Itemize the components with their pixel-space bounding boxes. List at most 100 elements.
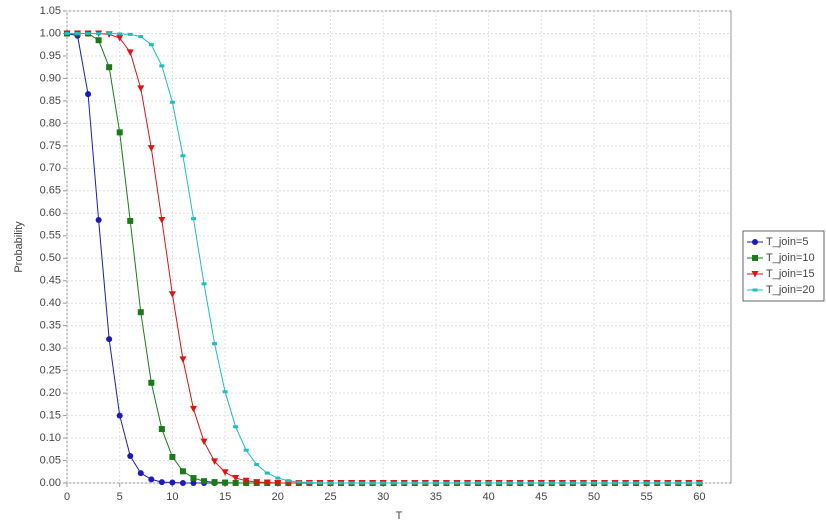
y-tick-label: 0.75 — [40, 140, 61, 152]
point — [96, 31, 102, 35]
point — [221, 469, 229, 476]
x-tick-label: 30 — [377, 491, 389, 503]
point — [200, 438, 208, 446]
point — [412, 481, 418, 485]
x-tick-label: 25 — [324, 491, 336, 503]
point — [158, 479, 165, 486]
point — [179, 480, 186, 486]
point — [127, 217, 134, 224]
point — [211, 458, 219, 465]
point — [538, 481, 544, 485]
point — [675, 481, 681, 485]
point — [127, 453, 134, 460]
point — [95, 37, 102, 44]
y-tick-label: 0.15 — [40, 409, 61, 421]
point — [190, 217, 196, 221]
point — [486, 481, 492, 485]
y-tick-label: 0.55 — [40, 230, 61, 242]
point — [148, 43, 154, 47]
point — [665, 481, 671, 485]
point — [126, 49, 134, 56]
point — [169, 479, 176, 486]
point — [95, 217, 102, 224]
point — [222, 390, 228, 394]
point — [137, 470, 144, 477]
point — [85, 91, 92, 98]
legend-label: T_join=10 — [766, 252, 815, 264]
point — [138, 35, 144, 39]
point — [559, 481, 565, 485]
point — [591, 481, 597, 485]
point — [169, 100, 175, 104]
point — [263, 479, 271, 487]
point — [517, 481, 523, 485]
y-tick-label: 0.85 — [40, 95, 61, 107]
point — [349, 481, 355, 485]
point — [327, 481, 333, 485]
point — [338, 481, 344, 485]
point — [222, 479, 229, 486]
x-tick-label: 20 — [272, 491, 284, 503]
point — [496, 481, 502, 485]
legend-label: T_join=20 — [766, 284, 815, 296]
point — [528, 481, 534, 485]
point — [169, 453, 176, 460]
point — [433, 481, 439, 485]
point — [296, 480, 302, 484]
y-tick-label: 0.25 — [40, 365, 61, 377]
point — [254, 463, 260, 467]
legend-marker — [752, 255, 758, 261]
point — [116, 412, 123, 419]
point — [359, 481, 365, 485]
point — [317, 481, 323, 485]
point — [380, 481, 386, 485]
x-axis-label: T — [396, 510, 403, 522]
point — [180, 154, 186, 158]
y-tick-label: 1.05 — [40, 5, 61, 17]
point — [264, 471, 270, 475]
point — [189, 405, 197, 413]
plot-area — [66, 10, 732, 484]
point — [137, 309, 144, 316]
point — [179, 468, 186, 475]
point — [201, 478, 208, 485]
y-tick-label: 0.65 — [40, 185, 61, 197]
x-tick-label: 55 — [641, 491, 653, 503]
point — [75, 31, 81, 35]
point — [454, 481, 460, 485]
point — [232, 480, 239, 486]
y-tick-label: 0.60 — [40, 207, 61, 219]
point — [401, 481, 407, 485]
point — [106, 31, 112, 35]
x-tick-label: 0 — [64, 491, 70, 503]
point — [147, 145, 155, 152]
legend-marker — [752, 239, 758, 245]
point — [158, 426, 165, 433]
y-tick-label: 0.50 — [40, 252, 61, 264]
point — [158, 217, 166, 224]
point — [253, 479, 261, 486]
x-tick-label: 15 — [219, 491, 231, 503]
point — [274, 480, 282, 487]
point — [190, 480, 197, 486]
point — [633, 481, 639, 485]
point — [580, 481, 586, 485]
point — [233, 425, 239, 429]
point — [127, 32, 133, 36]
point — [623, 481, 629, 485]
point — [443, 481, 449, 485]
y-tick-label: 0.95 — [40, 50, 61, 62]
point — [391, 481, 397, 485]
point — [159, 64, 165, 68]
legend-label: T_join=5 — [766, 236, 809, 248]
y-tick-label: 0.70 — [40, 162, 61, 174]
legend-marker — [751, 271, 759, 278]
y-tick-label: 0.40 — [40, 297, 61, 309]
point — [370, 481, 376, 485]
legend-marker — [752, 288, 758, 292]
point — [644, 481, 650, 485]
y-axis-label: Probability — [13, 221, 25, 273]
y-tick-label: 0.45 — [40, 275, 61, 287]
point — [507, 481, 513, 485]
x-tick-label: 10 — [166, 491, 178, 503]
